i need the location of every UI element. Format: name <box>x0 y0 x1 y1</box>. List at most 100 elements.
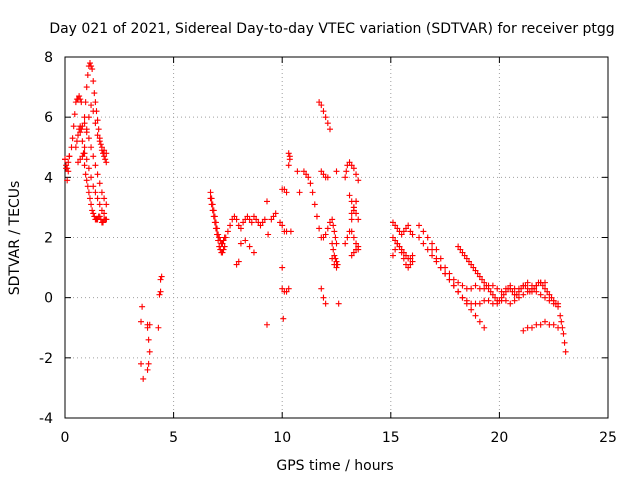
data-point <box>88 63 95 70</box>
data-point <box>88 201 95 208</box>
y-tick-label: 8 <box>44 50 53 66</box>
data-point <box>389 252 396 259</box>
data-point <box>392 222 399 229</box>
x-tick-label: 0 <box>61 430 70 446</box>
data-point <box>450 282 457 289</box>
data-point <box>511 297 518 304</box>
data-point <box>69 135 76 142</box>
data-point <box>407 228 414 235</box>
data-point <box>353 246 360 253</box>
data-point <box>496 297 503 304</box>
data-point <box>89 66 96 73</box>
data-point <box>158 273 165 280</box>
data-point <box>355 216 362 223</box>
data-point <box>101 210 108 217</box>
data-point <box>331 228 338 235</box>
data-point <box>479 276 486 283</box>
data-point <box>140 375 147 382</box>
data-point <box>420 228 427 235</box>
data-point <box>485 297 492 304</box>
data-point <box>355 177 362 184</box>
data-point <box>348 216 355 223</box>
data-point <box>263 321 270 328</box>
data-point <box>101 153 108 160</box>
data-point <box>331 252 338 259</box>
data-point <box>316 225 323 232</box>
data-point <box>220 237 227 244</box>
x-tick-label: 25 <box>599 430 617 446</box>
data-point <box>63 162 70 169</box>
data-point <box>81 120 88 127</box>
data-point <box>459 282 466 289</box>
data-point <box>342 174 349 181</box>
data-point <box>346 192 353 199</box>
data-point <box>459 249 466 256</box>
data-point <box>528 288 535 295</box>
data-point <box>468 306 475 313</box>
data-point <box>242 237 249 244</box>
data-point <box>85 114 92 121</box>
data-point <box>216 234 223 241</box>
data-point <box>470 264 477 271</box>
data-point <box>513 291 520 298</box>
data-point <box>96 201 103 208</box>
data-point <box>215 237 222 244</box>
data-point <box>94 171 101 178</box>
data-point <box>555 300 562 307</box>
data-point <box>86 60 93 67</box>
data-point <box>403 225 410 232</box>
y-tick-label: 4 <box>44 170 53 186</box>
data-point <box>207 195 214 202</box>
data-point <box>84 183 91 190</box>
data-point <box>483 282 490 289</box>
data-points <box>62 60 569 382</box>
data-point <box>156 291 163 298</box>
data-point <box>77 96 84 103</box>
data-point <box>72 144 79 151</box>
data-point <box>318 285 325 292</box>
data-point <box>78 126 85 133</box>
data-point <box>100 219 107 226</box>
data-point <box>96 138 103 145</box>
data-point <box>219 240 226 247</box>
data-point <box>394 225 401 232</box>
data-point <box>537 321 544 328</box>
data-point <box>82 171 89 178</box>
data-point <box>324 225 331 232</box>
data-point <box>209 207 216 214</box>
data-point <box>320 294 327 301</box>
data-point <box>98 207 105 214</box>
data-point <box>237 225 244 232</box>
data-point <box>348 252 355 259</box>
data-point <box>528 324 535 331</box>
data-point <box>253 216 260 223</box>
data-point <box>515 294 522 301</box>
data-point <box>332 234 339 241</box>
data-point <box>91 90 98 97</box>
data-point <box>279 264 286 271</box>
data-point <box>481 279 488 286</box>
data-point <box>286 153 293 160</box>
data-point <box>94 132 101 139</box>
data-point <box>287 228 294 235</box>
data-point <box>507 300 514 307</box>
data-point <box>542 285 549 292</box>
data-point <box>409 258 416 265</box>
data-point <box>212 225 219 232</box>
data-point <box>320 108 327 115</box>
data-point <box>285 285 292 292</box>
data-point <box>333 258 340 265</box>
data-point <box>246 243 253 250</box>
x-axis-label: GPS time / hours <box>276 458 393 474</box>
data-point <box>97 141 104 148</box>
data-point <box>548 294 555 301</box>
data-point <box>389 219 396 226</box>
data-point <box>90 183 97 190</box>
data-point <box>500 291 507 298</box>
data-point <box>90 210 97 217</box>
x-tick-label: 15 <box>382 430 400 446</box>
data-point <box>263 198 270 205</box>
data-point <box>472 312 479 319</box>
data-point <box>407 255 414 262</box>
